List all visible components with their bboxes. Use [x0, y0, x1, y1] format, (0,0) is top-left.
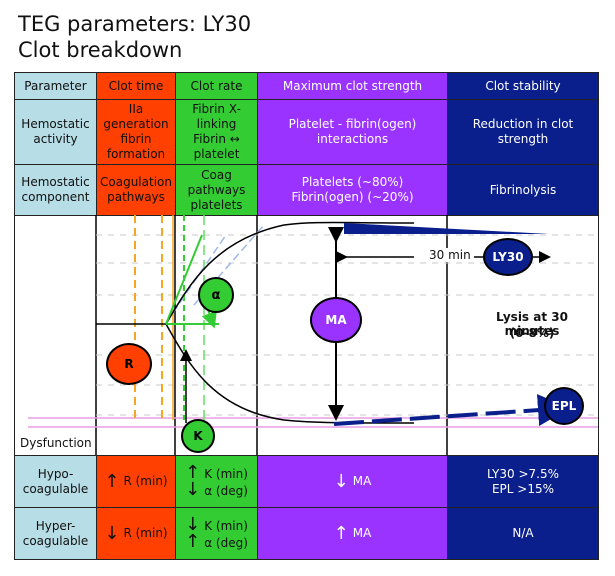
arrow-down-icon: ↓: [333, 471, 349, 492]
row-label-hyper: Hyper-coagulable: [14, 507, 97, 560]
teg-upper-curve: [165, 221, 415, 325]
component-stability: Fibrinolysis: [447, 164, 599, 216]
hyper-k-alpha: ↓ K (min) ↑ α (deg): [175, 507, 258, 560]
arrow-up-icon: ↑: [185, 530, 201, 552]
epl-circle: EPL: [544, 387, 584, 425]
arrow-up-icon: ↑: [104, 471, 120, 492]
row-label-activity: Hemostatic activity: [14, 99, 97, 165]
hypo-alpha-line: ↓ α (deg): [185, 478, 248, 500]
arrow-down-icon: ↓: [185, 513, 201, 535]
teg-lower-curve: [165, 323, 415, 424]
k-circle: K: [181, 419, 215, 453]
ly30-circle: LY30: [483, 238, 533, 276]
teg-tracing-svg: [28, 215, 599, 456]
dysfunction-label: Dysfunction: [20, 436, 92, 450]
arrow-down-icon: ↓: [104, 523, 120, 544]
header-parameter: Parameter: [14, 72, 97, 100]
r-circle: R: [106, 343, 152, 385]
header-clot-time: Clot time: [96, 72, 176, 100]
arrow-up-icon: ↑: [333, 523, 349, 544]
hypo-ma: ↓ MA: [257, 455, 448, 508]
component-max-strength: Platelets (~80%) Fibrin(ogen) (~20%): [257, 164, 448, 216]
activity-clot-rate: Fibrin X-linking Fibrin ↔ platelet: [175, 99, 258, 165]
hypo-ly30: LY30 >7.5%: [486, 466, 560, 481]
hypo-alpha-label: α (deg): [204, 483, 248, 498]
hyper-k-line: ↓ K (min): [185, 513, 248, 535]
hyper-stability: N/A: [447, 507, 599, 560]
header-clot-rate: Clot rate: [175, 72, 258, 100]
row-label-component: Hemostatic component: [14, 164, 97, 216]
diagram-border-left: [14, 215, 15, 456]
header-stability: Clot stability: [447, 72, 599, 100]
component-clot-rate: Coag pathways platelets: [175, 164, 258, 216]
alpha-circle: α: [198, 277, 234, 313]
lysis-label-1: Lysis at 30 minutes: [496, 310, 568, 338]
ma-circle: MA: [310, 297, 362, 343]
hypo-r: ↑ R (min): [96, 455, 176, 508]
hypo-ma-label: MA: [352, 474, 372, 488]
hyper-r: ↓ R (min): [96, 507, 176, 560]
hyper-ma-label: MA: [352, 526, 372, 540]
hyper-alpha-label: α (deg): [204, 535, 248, 550]
header-max-strength: Maximum clot strength: [257, 72, 448, 100]
hypo-epl: EPL >15%: [491, 481, 555, 496]
hypo-k-line: ↑ K (min): [185, 461, 248, 483]
row-label-hypo: Hypo-coagulable: [14, 455, 97, 508]
page-title: TEG parameters: LY30: [18, 12, 252, 36]
activity-stability: Reduction in clot strength: [447, 99, 599, 165]
hypo-r-label: R (min): [123, 474, 168, 488]
component-fibrinogen: Fibrin(ogen) (~20%): [291, 190, 414, 204]
arrow-up-icon: ↑: [185, 461, 201, 483]
hyper-k-label: K (min): [204, 518, 248, 533]
activity-clot-time: IIa generation fibrin formation: [96, 99, 176, 165]
page-subtitle: Clot breakdown: [18, 38, 183, 62]
hyper-ma: ↑ MA: [257, 507, 448, 560]
thirty-min-label: 30 min: [426, 248, 474, 262]
hyper-r-label: R (min): [123, 526, 168, 540]
lysis-wedge-upper: [344, 223, 549, 234]
lysis-lower-arrow: [333, 394, 570, 427]
component-clot-time: Coagulation pathways: [96, 164, 176, 216]
hypo-k-alpha: ↑ K (min) ↓ α (deg): [175, 455, 258, 508]
hypo-k-label: K (min): [204, 466, 248, 481]
teg-diagram: R α K MA LY30 EPL 30 min Lysis at 30 min…: [14, 215, 599, 456]
lysis-label-2: (0-8%): [509, 326, 555, 340]
diagram-border-right: [598, 215, 599, 456]
arrow-down-icon: ↓: [185, 478, 201, 500]
alpha-tangent: [165, 234, 203, 325]
activity-max-strength: Platelet - fibrin(ogen) interactions: [257, 99, 448, 165]
hypo-stability: LY30 >7.5% EPL >15%: [447, 455, 599, 508]
component-platelets: Platelets (~80%): [301, 175, 404, 189]
hyper-alpha-line: ↑ α (deg): [185, 530, 248, 552]
